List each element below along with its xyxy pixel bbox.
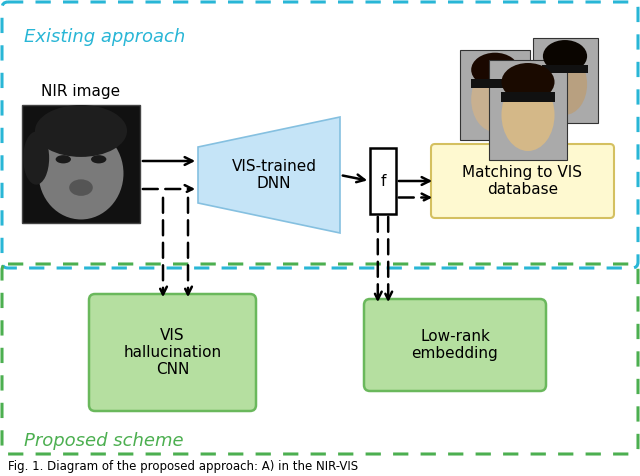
Text: NIR image: NIR image xyxy=(42,84,120,99)
Ellipse shape xyxy=(69,179,93,196)
Bar xyxy=(470,79,520,88)
Ellipse shape xyxy=(543,54,587,115)
Ellipse shape xyxy=(91,155,106,163)
FancyBboxPatch shape xyxy=(460,50,530,140)
Text: f: f xyxy=(380,173,386,188)
Text: Proposed scheme: Proposed scheme xyxy=(24,432,184,450)
Ellipse shape xyxy=(23,131,49,185)
Ellipse shape xyxy=(543,40,587,72)
FancyBboxPatch shape xyxy=(89,294,256,411)
Bar xyxy=(542,65,588,73)
Ellipse shape xyxy=(471,67,519,132)
Polygon shape xyxy=(198,117,340,233)
Ellipse shape xyxy=(502,63,554,101)
FancyBboxPatch shape xyxy=(22,105,140,223)
FancyBboxPatch shape xyxy=(364,299,546,391)
Ellipse shape xyxy=(35,105,127,157)
Ellipse shape xyxy=(38,128,124,219)
FancyBboxPatch shape xyxy=(532,38,598,122)
Ellipse shape xyxy=(56,155,71,163)
FancyBboxPatch shape xyxy=(489,60,567,160)
Text: Low-rank
embedding: Low-rank embedding xyxy=(412,329,499,361)
Text: Matching to VIS
database: Matching to VIS database xyxy=(463,165,582,197)
Text: VIS
hallucination
CNN: VIS hallucination CNN xyxy=(124,327,221,377)
FancyBboxPatch shape xyxy=(370,148,396,214)
Text: Existing approach: Existing approach xyxy=(24,28,185,46)
Bar xyxy=(500,92,556,102)
FancyBboxPatch shape xyxy=(431,144,614,218)
Text: Fig. 1. Diagram of the proposed approach: A) in the NIR-VIS: Fig. 1. Diagram of the proposed approach… xyxy=(8,460,358,473)
Text: VIS-trained
DNN: VIS-trained DNN xyxy=(232,159,317,191)
Ellipse shape xyxy=(502,79,554,151)
Ellipse shape xyxy=(471,53,519,87)
